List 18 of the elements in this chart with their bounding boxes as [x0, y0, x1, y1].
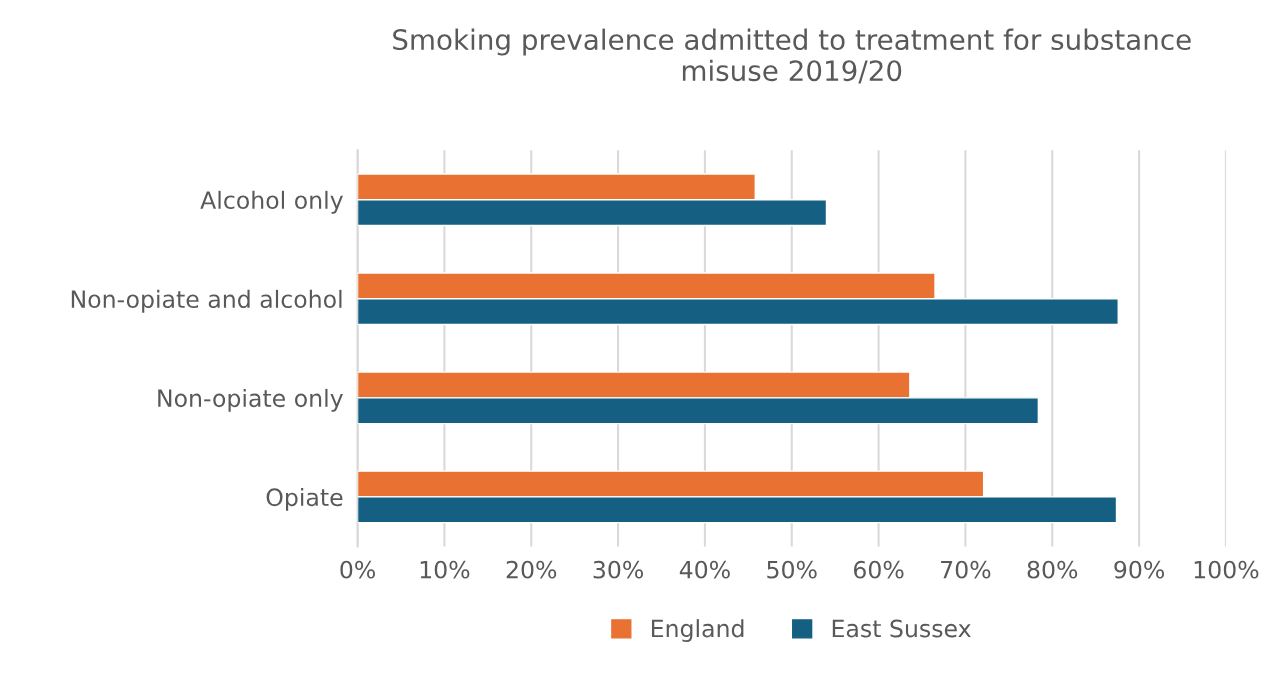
y-tick-label: Alcohol only — [200, 190, 343, 214]
x-tick-label: 100% — [1194, 560, 1259, 579]
x-tick-label: 60% — [853, 560, 904, 579]
x-tick-label: 80% — [1027, 560, 1078, 579]
x-tick-label: 90% — [1114, 560, 1165, 579]
y-tick-label: Non-opiate and alcohol — [71, 289, 342, 313]
chart-title: Smoking prevalence admitted to treatment for substance misuse 2019/20 — [393, 28, 1191, 84]
x-tick-label: 40% — [679, 560, 730, 579]
legend-label: England — [651, 619, 744, 642]
x-tick-label: 30% — [593, 560, 643, 579]
x-tick-label: 50% — [767, 560, 817, 579]
legend-label: East Sussex — [832, 619, 971, 638]
y-tick-label: Opiate — [266, 487, 343, 511]
x-tick-label: 0% — [340, 560, 375, 579]
x-tick-label: 20% — [506, 560, 557, 579]
x-tick-label: 10% — [420, 560, 470, 579]
y-tick-label: Non-opiate only — [158, 388, 343, 412]
x-tick-label: 70% — [941, 560, 991, 579]
